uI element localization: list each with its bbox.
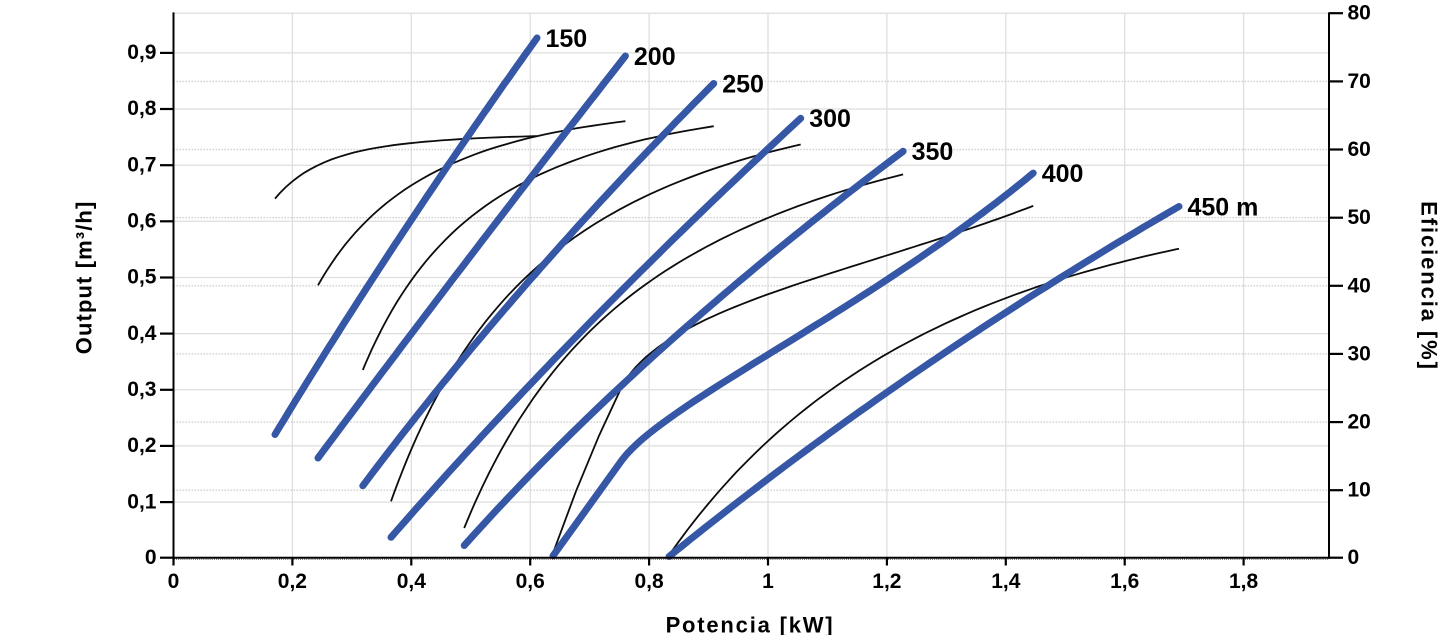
svg-text:30: 30: [1348, 342, 1371, 365]
svg-text:1: 1: [762, 570, 774, 593]
svg-text:Output [m³/h]: Output [m³/h]: [72, 201, 97, 355]
svg-text:150: 150: [546, 25, 588, 53]
svg-text:40: 40: [1348, 274, 1371, 297]
svg-text:300: 300: [809, 105, 851, 133]
svg-text:250: 250: [722, 70, 764, 98]
svg-text:60: 60: [1348, 138, 1371, 161]
svg-text:0: 0: [168, 570, 180, 593]
svg-text:0,8: 0,8: [634, 570, 664, 593]
svg-text:1,6: 1,6: [1110, 570, 1139, 593]
svg-text:70: 70: [1348, 70, 1371, 93]
svg-text:0,7: 0,7: [127, 153, 156, 176]
svg-text:200: 200: [634, 43, 676, 71]
svg-text:350: 350: [912, 138, 954, 166]
svg-text:0,6: 0,6: [516, 570, 545, 593]
svg-text:0: 0: [1348, 546, 1360, 569]
svg-text:450 m: 450 m: [1188, 193, 1259, 221]
svg-text:0,4: 0,4: [127, 322, 157, 345]
svg-text:1,8: 1,8: [1229, 570, 1259, 593]
svg-text:20: 20: [1348, 411, 1371, 434]
svg-text:0: 0: [145, 546, 157, 569]
svg-text:50: 50: [1348, 206, 1371, 229]
svg-text:Potencia [kW]: Potencia [kW]: [666, 613, 835, 635]
svg-text:0,8: 0,8: [127, 97, 157, 120]
svg-text:Eficiencia [%]: Eficiencia [%]: [1417, 201, 1442, 371]
svg-text:0,4: 0,4: [397, 570, 427, 593]
svg-text:0,1: 0,1: [127, 490, 157, 513]
svg-text:0,6: 0,6: [127, 210, 156, 233]
svg-text:0,3: 0,3: [127, 378, 156, 401]
svg-text:0,9: 0,9: [127, 41, 156, 64]
svg-text:80: 80: [1348, 2, 1371, 25]
svg-text:400: 400: [1042, 160, 1084, 188]
svg-text:0,5: 0,5: [127, 266, 157, 289]
svg-text:1,2: 1,2: [872, 570, 901, 593]
svg-text:0,2: 0,2: [127, 434, 156, 457]
svg-text:1,4: 1,4: [991, 570, 1021, 593]
svg-text:0,2: 0,2: [278, 570, 307, 593]
svg-text:10: 10: [1348, 479, 1371, 502]
